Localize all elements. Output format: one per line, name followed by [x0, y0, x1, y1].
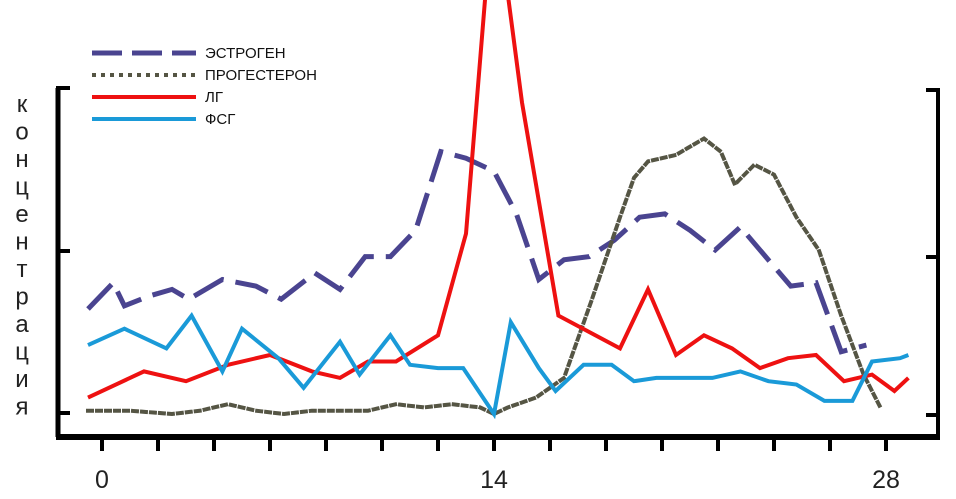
- series-line-1: [86, 148, 868, 355]
- x-tick-label: 28: [872, 466, 900, 494]
- y-axis-label-letter: я: [16, 394, 29, 421]
- y-axis-label-letter: и: [15, 366, 28, 393]
- plot-frame: [55, 86, 940, 440]
- series-line-2: [86, 136, 884, 417]
- y-axis-label-letter: е: [15, 201, 28, 228]
- y-axis-label-letter: н: [15, 146, 28, 173]
- y-axis-label-letter: а: [15, 311, 29, 338]
- series-layer: [86, 0, 910, 420]
- legend-label: ЛГ: [205, 89, 223, 106]
- y-axis-label-letter: ц: [15, 174, 29, 201]
- y-axis-label-letter: ц: [15, 339, 29, 366]
- legend-label: ЭСТРОГЕН: [205, 45, 286, 62]
- legend-label: ПРОГЕСТЕРОН: [205, 67, 317, 84]
- x-tick-labels: 0 14 28: [95, 466, 900, 494]
- x-tick-label: 14: [480, 466, 508, 494]
- x-ticks: [100, 437, 888, 451]
- x-tick-label: 0: [95, 466, 109, 494]
- y-axis-label-letter: к: [17, 91, 28, 118]
- series-line-3: [87, 0, 910, 400]
- legend-label: ФСГ: [205, 111, 235, 128]
- legend: ЭСТРОГЕН ПРОГЕСТЕРОН ЛГ ФСГ: [92, 45, 317, 128]
- y-axis-label-letter: н: [15, 229, 28, 256]
- y-axis-label-letter: т: [17, 256, 28, 283]
- y-axis-label-letter: р: [15, 284, 28, 311]
- series-line-4: [87, 311, 910, 420]
- y-axis-label-letter: о: [15, 119, 28, 146]
